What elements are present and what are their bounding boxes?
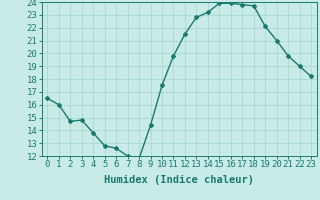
X-axis label: Humidex (Indice chaleur): Humidex (Indice chaleur) bbox=[104, 175, 254, 185]
